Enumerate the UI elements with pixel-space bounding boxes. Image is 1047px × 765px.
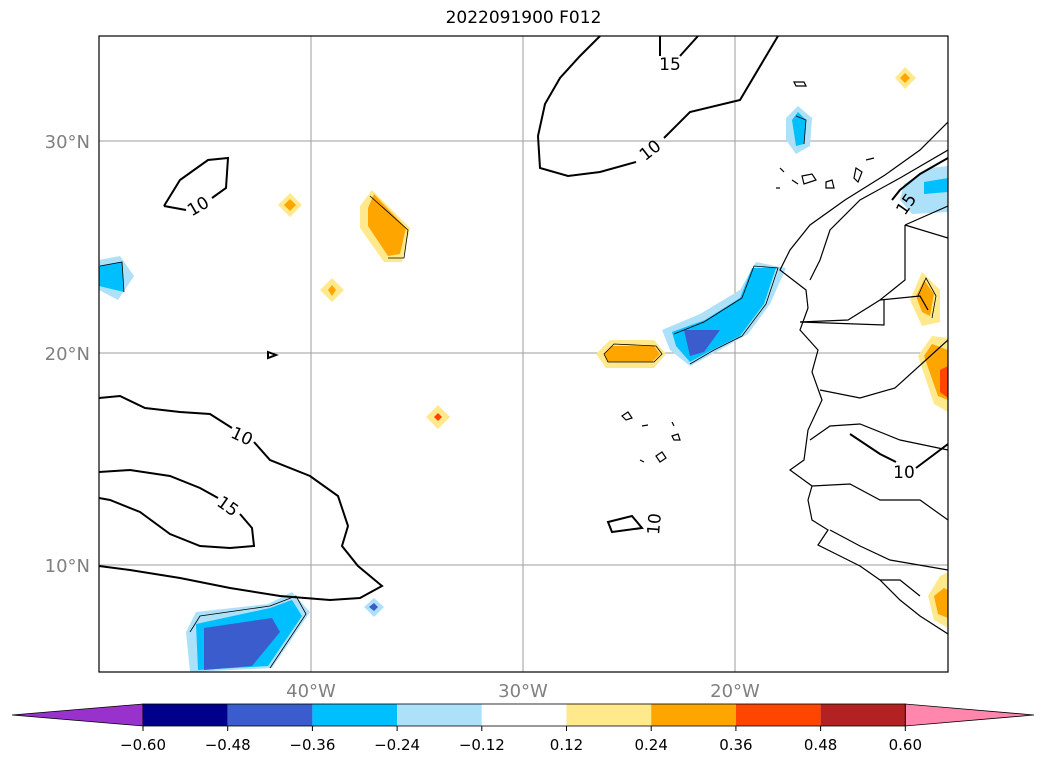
colorbar-bin xyxy=(735,704,821,726)
colorbar-frame xyxy=(142,703,906,727)
colorbar-bin xyxy=(312,704,398,726)
colorbar-bin xyxy=(820,704,906,726)
colorbar-under-arrow xyxy=(11,703,144,727)
contour-label: 10 xyxy=(893,463,915,483)
negative-region xyxy=(204,618,280,670)
colorbar-bin xyxy=(651,704,736,726)
colorbar-bin xyxy=(143,704,228,726)
colorbar-tick-label: 0.60 xyxy=(889,736,922,754)
latitude-labels: 30°N 20°N 10°N xyxy=(45,132,90,577)
map-frame xyxy=(98,35,949,673)
positive-region xyxy=(284,199,296,211)
negative-region xyxy=(684,330,720,356)
colorbar-over-arrow xyxy=(904,703,1035,727)
colorbar-tick-label: −0.12 xyxy=(459,736,505,754)
negative-region xyxy=(369,603,378,611)
colorbar: −0.60 −0.48 −0.36 −0.24 −0.12 0.12 0.24 0.36 0.4… xyxy=(11,703,1035,754)
positive-region xyxy=(604,346,660,362)
colorbar-tick-label: 0.48 xyxy=(804,736,837,754)
negative-region xyxy=(792,112,806,146)
contour-label: 15 xyxy=(659,55,681,75)
colorbar-bin xyxy=(397,704,482,726)
lon-label: 20°W xyxy=(710,681,760,702)
map-panel: 15 10 15 10 10 15 10 10 xyxy=(99,36,948,672)
colorbar-bin xyxy=(566,704,652,726)
contours xyxy=(99,36,948,602)
lat-label: 20°N xyxy=(45,344,90,365)
colorbar-tick-label: −0.48 xyxy=(205,736,251,754)
positive-region xyxy=(916,280,934,316)
positive-region xyxy=(900,73,910,83)
positive-region xyxy=(434,413,442,421)
negative-region xyxy=(924,178,948,194)
colorbar-bin xyxy=(227,704,313,726)
positive-region xyxy=(368,194,406,256)
colorbar-tick-label: 0.24 xyxy=(634,736,667,754)
lat-label: 10°N xyxy=(45,556,90,577)
shade-outlines xyxy=(99,115,937,669)
lon-label: 40°W xyxy=(286,681,336,702)
colorbar-tick-label: 0.12 xyxy=(550,736,583,754)
lat-label: 30°N xyxy=(45,132,90,153)
colorbar-tick-label: −0.36 xyxy=(289,736,335,754)
longitude-labels: 40°W 30°W 20°W xyxy=(286,681,760,702)
lon-label: 30°W xyxy=(498,681,548,702)
coastlines xyxy=(621,81,948,635)
positive-region xyxy=(328,285,336,296)
map-title: 2022091900 F012 xyxy=(445,8,602,28)
positive-region xyxy=(934,588,948,618)
colorbar-tick-label: 0.36 xyxy=(719,736,752,754)
colorbar-tick-label: −0.24 xyxy=(374,736,420,754)
negative-region xyxy=(99,262,124,292)
colorbar-bin xyxy=(481,704,567,726)
shaded-field xyxy=(99,67,948,672)
contour-label: 10 xyxy=(644,512,666,535)
positive-region xyxy=(940,366,948,398)
colorbar-tick-label: −0.60 xyxy=(120,736,166,754)
